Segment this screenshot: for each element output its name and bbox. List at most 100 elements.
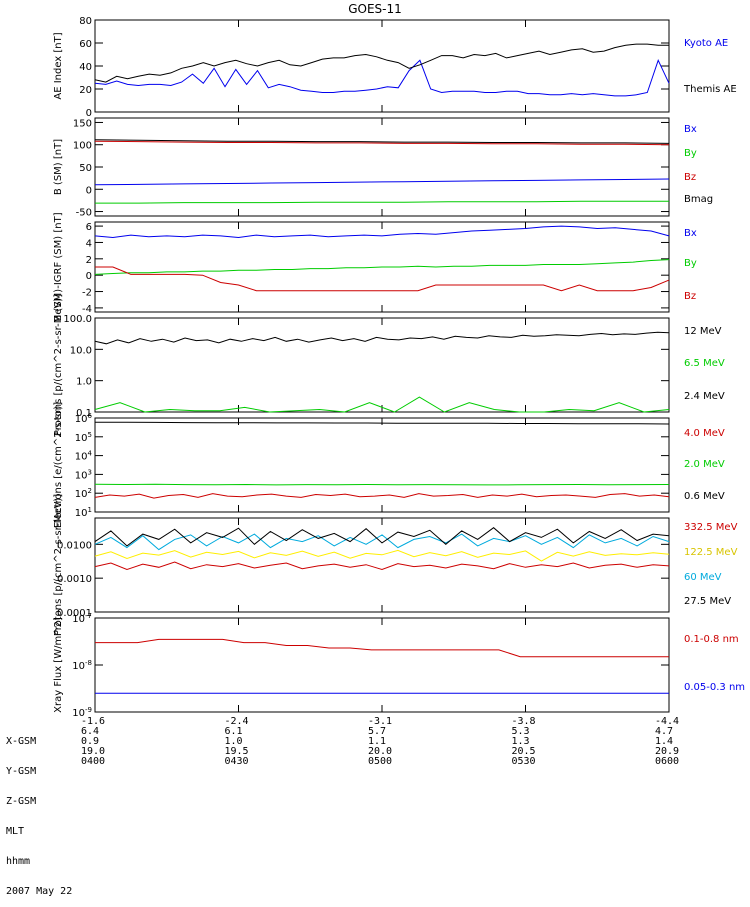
- y-axis-label: AE Index [nT]: [53, 32, 64, 99]
- series-line: [94, 139, 670, 144]
- series-line: [94, 561, 670, 571]
- y-tick-label: 10-7: [72, 612, 92, 625]
- panel-5: 101 102 103 104 105 106 Electrons [e/(cm^2-s-s…: [53, 402, 725, 528]
- series-line: [94, 259, 670, 275]
- y-tick-label: 40: [79, 62, 92, 73]
- ephemeris-value: 0600: [655, 756, 680, 767]
- legend-label: 12 MeV: [684, 326, 722, 337]
- ephemeris-value: -4.4: [655, 716, 680, 727]
- series-line: [94, 527, 670, 547]
- y-tick-label: 0.0010: [57, 574, 92, 585]
- ephemeris-column: -4.4 4.7 1.4 20.9 0600: [655, 717, 679, 767]
- series-line: [94, 493, 670, 499]
- y-tick-label: 101: [75, 506, 92, 519]
- legend-label: Themis AE: [683, 84, 737, 95]
- series-line: [94, 483, 670, 486]
- legend-label: Bz: [684, 172, 696, 183]
- y-tick-label: 50: [79, 163, 92, 174]
- ephemeris-value: 20.9: [655, 746, 680, 757]
- y-tick-label: 0: [86, 271, 92, 282]
- legend-label: 60 MeV: [684, 572, 722, 583]
- y-tick-label: 0: [86, 108, 92, 119]
- ephemeris-column: -3.1 5.7 1.1 20.0 0500: [368, 717, 392, 767]
- y-tick-label: 150: [73, 118, 92, 129]
- series-line: [94, 533, 670, 551]
- y-tick-label: 104: [75, 450, 93, 463]
- y-tick-label: -2: [82, 288, 92, 299]
- ephemeris-value: 0500: [368, 756, 393, 767]
- ephemeris-value: 6.4: [81, 726, 100, 737]
- legend-label: Bz: [684, 291, 696, 302]
- ephemeris-column: -3.8 5.3 1.3 20.5 0530: [512, 717, 536, 767]
- footer-label-hhmm: hhmm: [6, 856, 31, 867]
- footer-date: 2007 May 22: [6, 886, 73, 897]
- footer-label-ygsm: Y-GSM: [6, 766, 37, 777]
- ephemeris-value: 19.0: [81, 746, 106, 757]
- legend-label: 0.1-0.8 nm: [684, 634, 739, 645]
- ephemeris-value: 5.7: [368, 726, 387, 737]
- y-tick-label: -50: [76, 208, 92, 219]
- ephemeris-value: -2.4: [224, 716, 249, 727]
- series-line: [94, 421, 670, 425]
- y-tick-label: 103: [75, 468, 92, 481]
- ephemeris-value: 5.3: [511, 726, 530, 737]
- ephemeris-value: -3.8: [511, 716, 536, 727]
- y-tick-label: 10.0: [70, 345, 92, 356]
- legend-label: 0.6 MeV: [684, 491, 725, 502]
- series-line: [94, 331, 670, 345]
- y-axis-label: Protons [p/(cm^2-s-sr-MeV)]: [53, 294, 64, 436]
- series-line: [94, 396, 670, 413]
- ephemeris-column: -2.4 6.1 1.0 19.5 0430: [225, 717, 249, 767]
- series-line: [95, 200, 669, 204]
- y-tick-label: 100.0: [63, 314, 92, 325]
- legend-label: 332.5 MeV: [684, 522, 738, 533]
- ephemeris-value: 19.5: [224, 746, 249, 757]
- legend-label: 0.05-0.3 nm: [684, 682, 745, 693]
- ephemeris-value: 20.0: [368, 746, 393, 757]
- legend-label: 122.5 MeV: [684, 547, 738, 558]
- legend-label: By: [684, 258, 697, 269]
- ephemeris-value: 1.0: [224, 736, 243, 747]
- ephemeris-value: -3.1: [368, 716, 393, 727]
- panel-frame: [94, 19, 670, 113]
- ephemeris-value: 0530: [511, 756, 536, 767]
- y-tick-label: 0.1: [76, 408, 92, 419]
- series-line: [94, 549, 670, 562]
- y-tick-label: 100: [73, 141, 92, 152]
- y-tick-label: 106: [75, 412, 93, 425]
- y-tick-label: 0: [86, 185, 92, 196]
- y-tick-label: 105: [75, 431, 92, 444]
- series-line: [95, 266, 670, 292]
- ephemeris-value: 0400: [81, 756, 106, 767]
- ephemeris-value: 1.1: [368, 736, 387, 747]
- y-tick-label: 2: [86, 255, 92, 266]
- y-tick-label: 0.0100: [57, 540, 92, 551]
- legend-label: 4.0 MeV: [684, 428, 725, 439]
- y-axis-label: B (SM)-IGRF (SM) [nT]: [53, 212, 64, 321]
- ephemeris-value: 20.5: [511, 746, 536, 757]
- ephemeris-value: 1.3: [511, 736, 530, 747]
- y-tick-label: 6: [86, 222, 92, 233]
- y-tick-label: 4: [86, 238, 92, 249]
- ephemeris-value: 0430: [224, 756, 249, 767]
- series-line: [95, 638, 669, 658]
- y-tick-label: 0.0001: [57, 608, 92, 619]
- ephemeris-value: 6.1: [224, 726, 243, 737]
- panel-frame: [94, 317, 670, 413]
- ephemeris-value: -1.6: [81, 716, 106, 727]
- series-line: [94, 43, 669, 83]
- series-line: [94, 178, 670, 186]
- legend-label: 6.5 MeV: [684, 358, 725, 369]
- legend-label: 27.5 MeV: [684, 596, 731, 607]
- plot-title: GOES-11: [348, 2, 402, 16]
- ephemeris-column: -1.6 6.4 0.9 19.0 0400: [81, 717, 105, 767]
- panel-3: -4 -2 0 2 4 6 B (SM)-IGRF (SM) [nT] Bx By Bz: [53, 212, 697, 321]
- y-tick-label: 20: [79, 85, 92, 96]
- legend-label: By: [684, 148, 697, 159]
- series-line: [94, 140, 670, 146]
- footer-label-zgsm: Z-GSM: [6, 796, 37, 807]
- ephemeris-labels: X-GSM Y-GSM Z-GSM MLT hhmm 2007 May 22: [6, 717, 72, 907]
